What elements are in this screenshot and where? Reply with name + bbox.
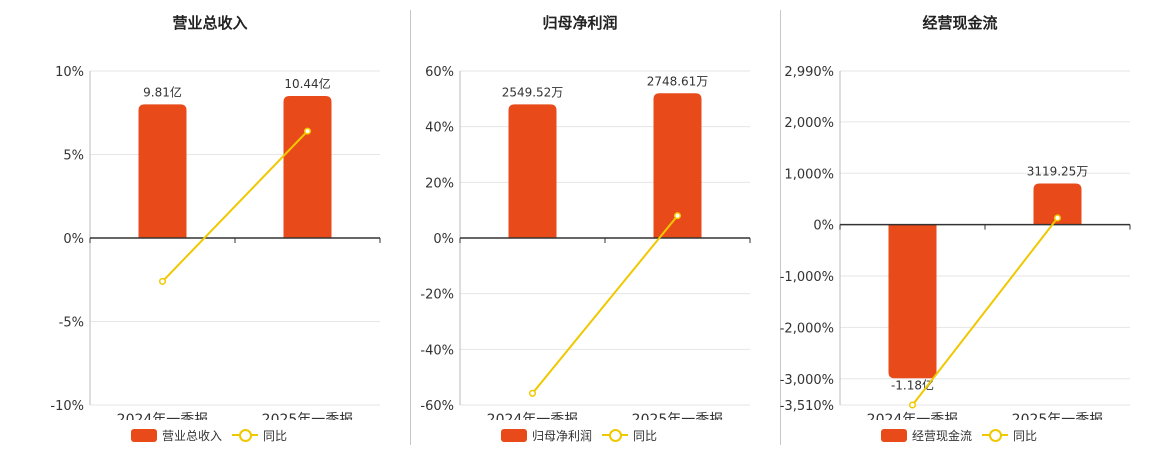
- legend-item-bar[interactable]: 归母净利润: [501, 426, 592, 444]
- bar-value-label: 3119.25万: [1027, 165, 1089, 179]
- bar-swatch-icon: [131, 428, 157, 442]
- line-marker-icon: [232, 428, 258, 442]
- legend-label: 同比: [1013, 428, 1038, 443]
- bar: [653, 93, 702, 239]
- legend-item-line[interactable]: 同比: [982, 426, 1037, 444]
- y-tick-label: 40%: [425, 121, 454, 136]
- series-line: [161, 130, 309, 283]
- panel-divider: [410, 10, 411, 445]
- bar: [508, 104, 557, 239]
- panel-cash-flow: 经营现金流 2,990% 2,000% 1,000% 0% -1,000% -2,000%…: [770, 0, 1150, 450]
- y-tick-label: 1,000%: [784, 167, 834, 182]
- bar-value-label: -1.18亿: [891, 377, 934, 392]
- cash-flow-chart: 2,990% 2,000% 1,000% 0% -1,000% -2,000% -3,000…: [780, 65, 1131, 420]
- y-tick-label: -2,000%: [780, 321, 834, 336]
- bar: [283, 96, 332, 238]
- y-tick-label: 20%: [425, 176, 454, 191]
- y-tick-label: -10%: [50, 399, 84, 414]
- bar: [888, 224, 937, 379]
- y-tick-label: -20%: [420, 288, 454, 303]
- net-profit-chart: 60% 40% 20% 0% -20% -40% -60% 2549.52万 2748.61万 2…: [420, 65, 751, 420]
- y-tick-label: -60%: [420, 399, 454, 414]
- data-point: [158, 277, 167, 285]
- chart-title: 归母净利润: [542, 14, 618, 32]
- y-tick-label: 0%: [433, 232, 454, 247]
- bar-value-label: 2748.61万: [647, 74, 709, 88]
- line-marker-icon: [602, 428, 628, 442]
- y-tick-label: 2,990%: [784, 65, 834, 80]
- bar-value-label: 9.81亿: [143, 84, 182, 99]
- x-tick-label: 2025年一季报: [1012, 412, 1104, 420]
- y-tick-label: -3,510%: [780, 399, 834, 414]
- y-tick-label: 0%: [813, 219, 834, 234]
- x-tick-label: 2024年一季报: [487, 412, 579, 420]
- y-tick-label: -40%: [420, 343, 454, 358]
- legend-label: 经营现金流: [912, 428, 973, 443]
- legend-label: 同比: [633, 428, 658, 443]
- bar-swatch-icon: [501, 428, 527, 442]
- chart-title: 营业总收入: [172, 14, 248, 32]
- bar-swatch-icon: [881, 428, 907, 442]
- legend-item-bar[interactable]: 经营现金流: [881, 426, 972, 444]
- y-tick-label: -3,000%: [780, 373, 834, 388]
- y-tick-label: -1,000%: [780, 270, 834, 285]
- data-point: [673, 212, 682, 220]
- panel-net-profit: 归母净利润 60% 40% 20% 0% -20% -40% -60% 2549.52万 274…: [390, 0, 770, 450]
- legend-item-line[interactable]: 同比: [232, 426, 287, 444]
- y-tick-label: 10%: [55, 65, 84, 80]
- legend-label: 归母净利润: [532, 428, 593, 443]
- y-tick-label: 2,000%: [784, 116, 834, 131]
- data-point: [908, 401, 917, 409]
- x-tick-label: 2024年一季报: [867, 412, 959, 420]
- legend-label: 营业总收入: [162, 428, 223, 443]
- legend-item-bar[interactable]: 营业总收入: [131, 426, 222, 444]
- chart-title: 经营现金流: [922, 14, 998, 32]
- y-tick-label: 60%: [425, 65, 454, 80]
- data-point: [1053, 214, 1062, 222]
- series-line: [531, 215, 679, 394]
- bar: [1033, 183, 1082, 225]
- y-tick-label: 0%: [63, 232, 84, 247]
- line-marker-icon: [982, 428, 1008, 442]
- y-tick-label: 5%: [63, 149, 84, 164]
- bar: [138, 104, 187, 239]
- x-tick-label: 2024年一季报: [117, 412, 209, 420]
- x-tick-label: 2025年一季报: [262, 412, 354, 420]
- bar-value-label: 2549.52万: [502, 85, 564, 99]
- data-point: [528, 389, 537, 397]
- series-line: [911, 217, 1059, 406]
- bar-value-label: 10.44亿: [284, 76, 330, 91]
- revenue-chart: 10% 5% 0% -5% -10% 9.81亿 10.44亿 2024年一季报 2025年一季…: [50, 65, 381, 420]
- panel-divider: [780, 10, 781, 445]
- data-point: [303, 127, 312, 135]
- legend-label: 同比: [263, 428, 288, 443]
- panel-revenue: 营业总收入 10% 5% 0% -5% -10% 9.81亿 10.44亿 2024年一季报 2…: [20, 0, 400, 450]
- legend-item-line[interactable]: 同比: [602, 426, 657, 444]
- x-tick-label: 2025年一季报: [632, 412, 724, 420]
- y-tick-label: -5%: [59, 316, 84, 331]
